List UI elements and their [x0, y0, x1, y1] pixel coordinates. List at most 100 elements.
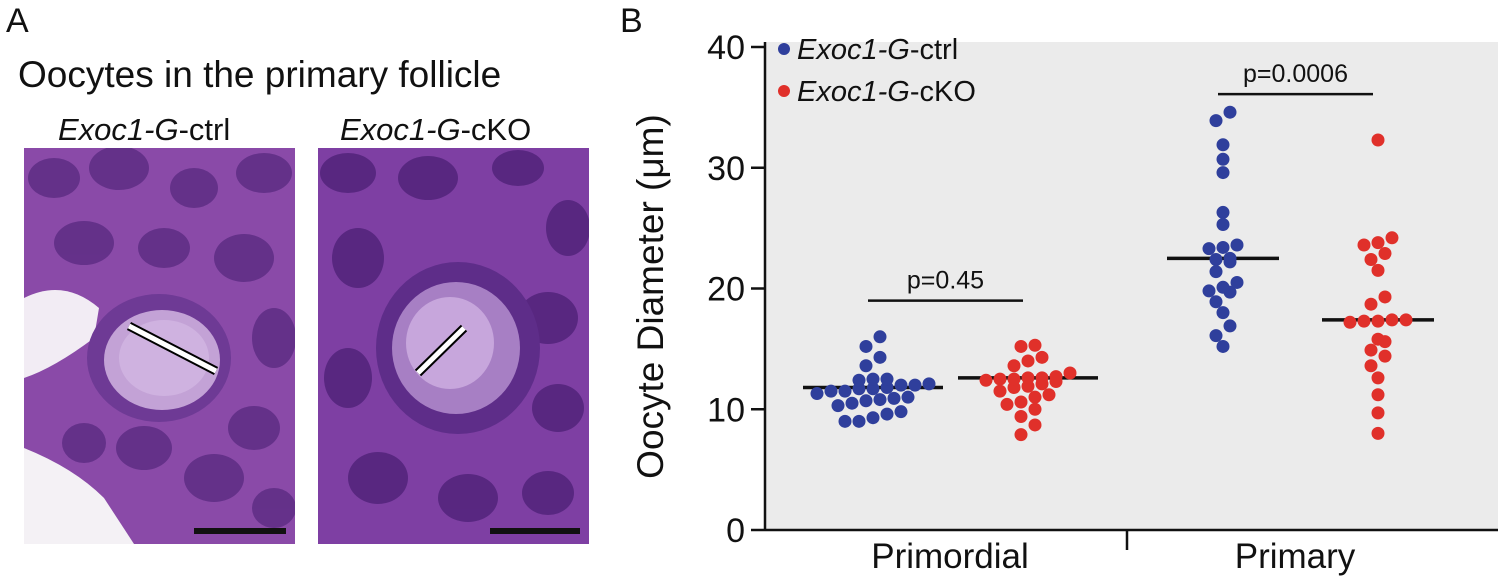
x-category-label: Primary — [1235, 537, 1356, 576]
y-tick-label: 10 — [707, 391, 745, 429]
data-point — [838, 384, 852, 398]
data-point — [1230, 275, 1244, 289]
data-point — [824, 384, 838, 398]
data-point — [880, 372, 894, 386]
data-point — [873, 393, 887, 407]
data-point — [894, 405, 908, 419]
data-point — [1216, 152, 1230, 166]
ctrl-micrograph — [24, 148, 295, 544]
legend-marker — [778, 43, 790, 55]
data-point — [1216, 138, 1230, 152]
data-point — [1385, 313, 1399, 327]
cko-image-label: Exoc1-G-cKO — [340, 112, 531, 148]
data-point — [880, 407, 894, 421]
data-point — [1230, 238, 1244, 252]
x-axis: Primordial Primary — [765, 528, 1498, 576]
y-tick-label: 30 — [707, 150, 745, 188]
data-point — [831, 399, 845, 413]
panel-b-letter: B — [620, 2, 643, 40]
data-point — [1216, 339, 1230, 353]
diameter-chart: 0 10 20 30 40 Primordial Primary p=0.45 p=0.00… — [630, 29, 1498, 576]
data-point — [859, 359, 873, 373]
y-tick-label: 20 — [707, 271, 745, 309]
data-point — [1385, 231, 1399, 245]
data-point — [1007, 359, 1021, 373]
data-point — [1209, 295, 1223, 309]
data-point — [922, 377, 936, 391]
data-point — [993, 384, 1007, 398]
data-point — [1021, 371, 1035, 385]
data-point — [1028, 338, 1042, 352]
data-point — [852, 414, 866, 428]
data-point — [1357, 238, 1371, 252]
p-value-label: p=0.45 — [907, 267, 984, 295]
data-point — [1209, 265, 1223, 279]
data-point — [1021, 354, 1035, 368]
data-point — [1371, 406, 1385, 420]
ctrl-image-label: Exoc1-G-ctrl — [58, 112, 230, 148]
data-point — [1216, 166, 1230, 180]
data-point — [845, 396, 859, 410]
data-point — [1364, 343, 1378, 357]
data-point — [1399, 313, 1413, 327]
data-point — [887, 391, 901, 405]
data-point — [1014, 339, 1028, 353]
data-point — [1216, 240, 1230, 254]
data-point — [1028, 390, 1042, 404]
comparison-brackets: p=0.45 p=0.0006 — [868, 60, 1373, 302]
data-point — [1042, 388, 1056, 402]
data-point — [993, 372, 1007, 386]
panel-a-title: Oocytes in the primary follicle — [18, 54, 502, 95]
data-point — [838, 414, 852, 428]
data-point — [901, 390, 915, 404]
data-point — [859, 394, 873, 408]
data-point — [1216, 280, 1230, 294]
data-point — [1357, 314, 1371, 328]
data-point — [1378, 349, 1392, 363]
legend-label: Exoc1-G-ctrl — [797, 34, 958, 66]
data-point — [866, 372, 880, 386]
data-point — [1049, 370, 1063, 384]
plot-background — [765, 42, 1498, 530]
x-category-label: Primordial — [871, 537, 1029, 576]
data-point — [1014, 409, 1028, 423]
data-point — [1371, 263, 1385, 277]
data-point — [1063, 366, 1077, 380]
data-point — [866, 411, 880, 425]
data-point — [894, 378, 908, 392]
data-points — [810, 105, 1413, 442]
data-point — [1209, 114, 1223, 128]
data-point — [1364, 253, 1378, 267]
data-point — [908, 378, 922, 392]
y-axis: 0 10 20 30 40 — [707, 29, 767, 550]
data-point — [1378, 290, 1392, 304]
data-point — [1371, 236, 1385, 250]
data-point — [1223, 319, 1237, 333]
data-point — [1343, 315, 1357, 329]
data-point — [1209, 329, 1223, 343]
data-point — [1216, 218, 1230, 232]
data-point — [1364, 297, 1378, 311]
data-point — [1371, 371, 1385, 385]
cko-micrograph — [318, 148, 589, 544]
data-point — [810, 387, 824, 401]
data-point — [1035, 350, 1049, 364]
y-axis-label: Oocyte Diameter (μm) — [630, 114, 671, 479]
data-point — [1371, 314, 1385, 328]
y-tick-label: 40 — [707, 29, 745, 67]
data-point — [1028, 402, 1042, 416]
data-point — [1371, 388, 1385, 402]
data-point — [1223, 105, 1237, 119]
data-point — [859, 339, 873, 353]
data-point — [1223, 251, 1237, 265]
ctrl-label-italic: Exoc1-G — [58, 112, 179, 147]
data-point — [1007, 372, 1021, 386]
cko-label-plain: -cKO — [460, 112, 532, 147]
data-point — [1378, 246, 1392, 260]
data-point — [1371, 426, 1385, 440]
data-point — [873, 350, 887, 364]
data-point — [1209, 253, 1223, 267]
data-point — [1216, 205, 1230, 219]
data-point — [979, 373, 993, 387]
data-point — [1000, 397, 1014, 411]
